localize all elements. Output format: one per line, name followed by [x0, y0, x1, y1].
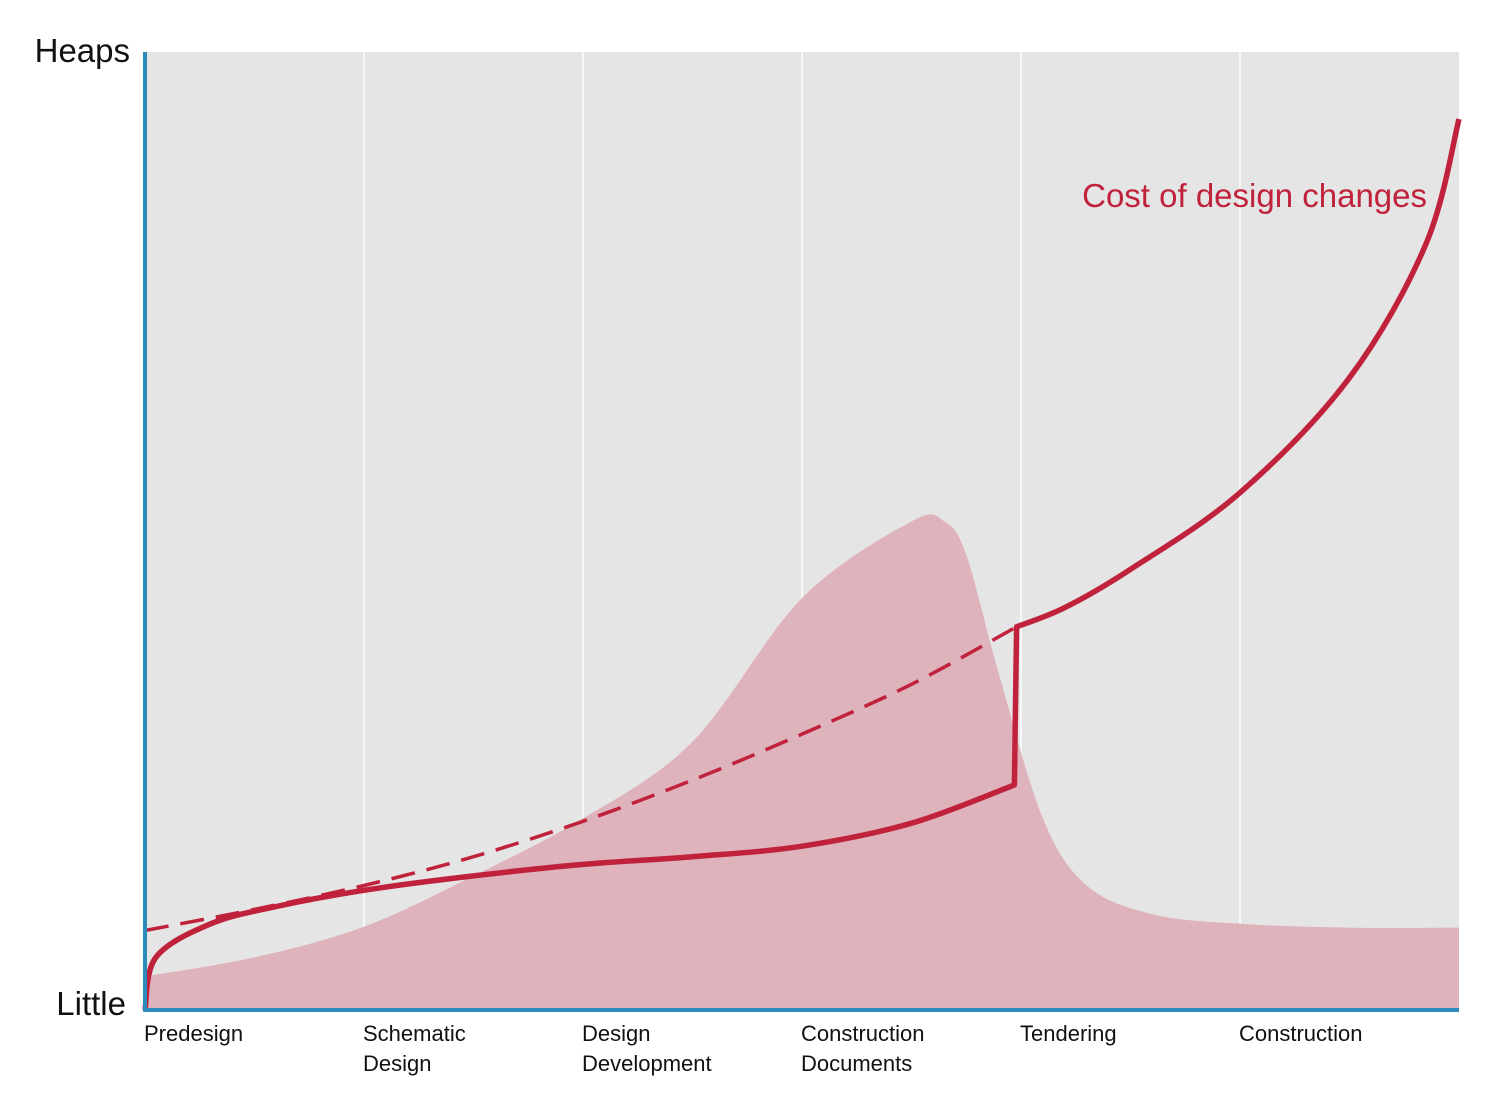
x-tick-label: Construction	[1239, 1021, 1363, 1046]
x-tick-label-line: Construction	[1239, 1021, 1363, 1046]
y-axis-bottom-label: Little	[56, 985, 126, 1022]
x-tick-label-line: Design	[363, 1051, 431, 1076]
cost-curve-annotation: Cost of design changes	[1082, 177, 1427, 214]
x-tick-labels: Predesign Schematic Design Design Developmen…	[144, 1021, 1363, 1076]
x-tick-label-line: Schematic	[363, 1021, 466, 1046]
x-tick-label-line: Predesign	[144, 1021, 243, 1046]
x-tick-label: Tendering	[1020, 1021, 1117, 1046]
y-axis-top-label: Heaps	[35, 32, 130, 69]
x-tick-label-line: Construction	[801, 1021, 925, 1046]
x-tick-label-line: Development	[582, 1051, 712, 1076]
x-tick-label: Predesign	[144, 1021, 243, 1046]
x-tick-label: Design Development	[582, 1021, 712, 1076]
x-tick-label: Construction Documents	[801, 1021, 925, 1076]
x-tick-label: Schematic Design	[363, 1021, 466, 1076]
cost-curve	[142, 118, 1462, 1011]
x-tick-label-line: Documents	[801, 1051, 912, 1076]
x-tick-label-line: Tendering	[1020, 1021, 1117, 1046]
x-tick-label-line: Design	[582, 1021, 650, 1046]
area-shape	[145, 514, 1459, 1010]
